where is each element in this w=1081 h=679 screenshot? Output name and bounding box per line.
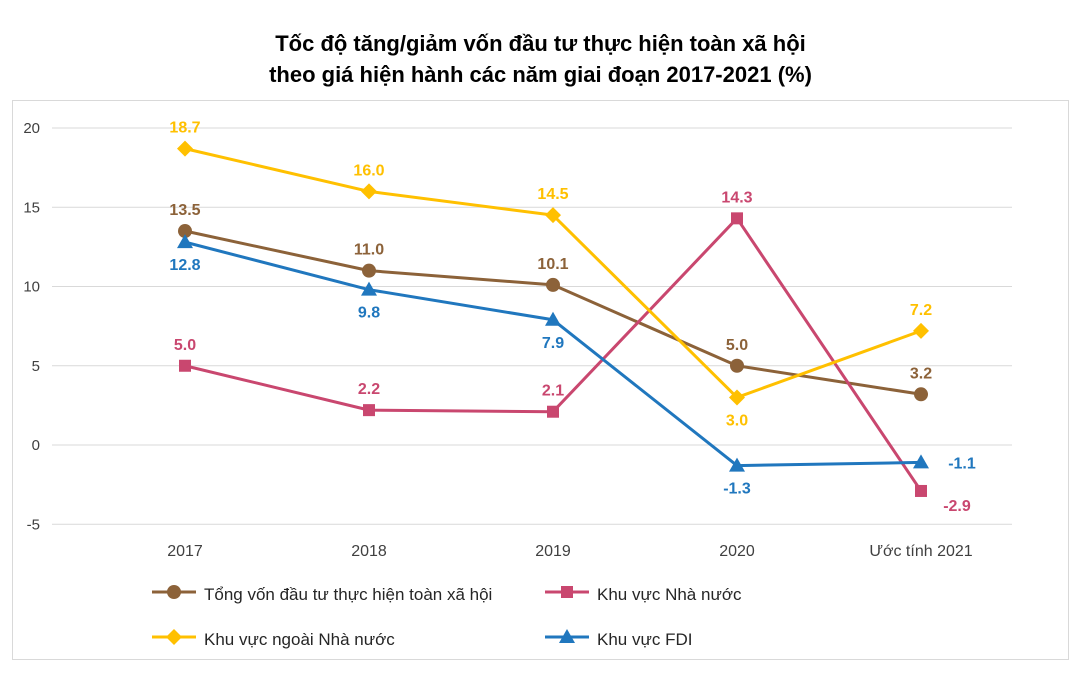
data-label: 12.8 — [169, 257, 200, 274]
data-label: 14.5 — [537, 186, 568, 203]
square-marker-icon — [731, 212, 743, 225]
chart-title-line2: theo giá hiện hành các năm giai đoạn 201… — [269, 62, 812, 87]
square-marker-icon — [363, 404, 375, 417]
data-label: -2.9 — [943, 498, 971, 515]
chart-border — [12, 100, 1069, 660]
triangle-marker-icon — [545, 311, 561, 326]
legend-label-total: Tổng vốn đầu tư thực hiện toàn xã hội — [204, 584, 493, 604]
diamond-marker-icon — [913, 322, 929, 339]
data-label: -1.3 — [723, 481, 751, 498]
legend-item-state: Khu vực Nhà nước — [545, 583, 741, 606]
data-label: 10.1 — [537, 256, 568, 273]
diamond-marker-icon — [545, 207, 561, 224]
data-label: 18.7 — [169, 120, 200, 137]
data-label: 14.3 — [721, 189, 752, 206]
triangle-marker-icon — [729, 457, 745, 472]
diamond-marker-icon — [166, 629, 182, 645]
circle-marker-icon — [362, 263, 376, 278]
data-label: 7.9 — [542, 335, 564, 352]
data-label: 3.2 — [910, 365, 932, 382]
y-tick-label: 0 — [32, 437, 40, 454]
triangle-marker-icon — [361, 281, 377, 296]
circle-marker-icon — [178, 224, 192, 239]
circle-marker-icon — [914, 387, 928, 402]
data-label: 5.0 — [726, 337, 748, 354]
legend-diamond-marker-icon — [152, 628, 196, 651]
y-tick-label: 10 — [23, 279, 40, 296]
data-label: 13.5 — [169, 202, 200, 219]
x-category-label: Ước tính 2021 — [869, 543, 972, 560]
y-tick-label: 15 — [23, 199, 40, 216]
legend-square-marker-icon — [545, 583, 589, 606]
square-marker-icon — [179, 359, 191, 372]
data-label: 7.2 — [910, 302, 932, 319]
square-marker-icon — [915, 484, 927, 497]
legend-label-nonstate: Khu vực ngoài Nhà nước — [204, 629, 395, 649]
legend-label-fdi: Khu vực FDI — [597, 629, 693, 649]
legend-triangle-marker-icon — [545, 628, 589, 651]
series-line-3 — [183, 240, 923, 468]
x-category-label: 2018 — [351, 543, 387, 560]
data-label: 2.1 — [542, 383, 564, 400]
legend-circle-marker-icon — [152, 583, 196, 606]
y-tick-label: 5 — [32, 358, 40, 375]
square-marker-icon — [547, 405, 559, 418]
x-category-label: 2020 — [719, 543, 755, 560]
data-label: 11.0 — [354, 242, 384, 259]
triangle-marker-icon — [913, 454, 929, 469]
diamond-marker-icon — [361, 183, 377, 200]
diamond-marker-icon — [729, 389, 745, 406]
y-tick-label: -5 — [27, 516, 40, 533]
chart-title: Tốc độ tăng/giảm vốn đầu tư thực hiện to… — [0, 28, 1081, 90]
legend-label-state: Khu vực Nhà nước — [597, 584, 742, 604]
square-marker-icon — [561, 586, 573, 598]
legend-item-fdi: Khu vực FDI — [545, 628, 692, 651]
diamond-marker-icon — [177, 140, 193, 157]
x-category-label: 2019 — [535, 543, 571, 560]
circle-marker-icon — [167, 585, 181, 599]
data-label: 16.0 — [353, 162, 384, 179]
data-label: 2.2 — [358, 381, 380, 398]
legend-item-total: Tổng vốn đầu tư thực hiện toàn xã hội — [152, 583, 492, 606]
data-label: -1.1 — [948, 455, 976, 472]
data-label: 5.0 — [174, 337, 196, 354]
data-label: 9.8 — [358, 305, 380, 322]
x-category-label: 2017 — [167, 543, 203, 560]
chart-title-line1: Tốc độ tăng/giảm vốn đầu tư thực hiện to… — [275, 31, 806, 56]
circle-marker-icon — [730, 358, 744, 373]
data-label: 3.0 — [726, 412, 748, 429]
y-tick-label: 20 — [23, 120, 40, 137]
legend-item-nonstate: Khu vực ngoài Nhà nước — [152, 628, 395, 651]
triangle-marker-icon — [177, 234, 193, 249]
triangle-marker-icon — [559, 629, 575, 643]
circle-marker-icon — [546, 277, 560, 292]
